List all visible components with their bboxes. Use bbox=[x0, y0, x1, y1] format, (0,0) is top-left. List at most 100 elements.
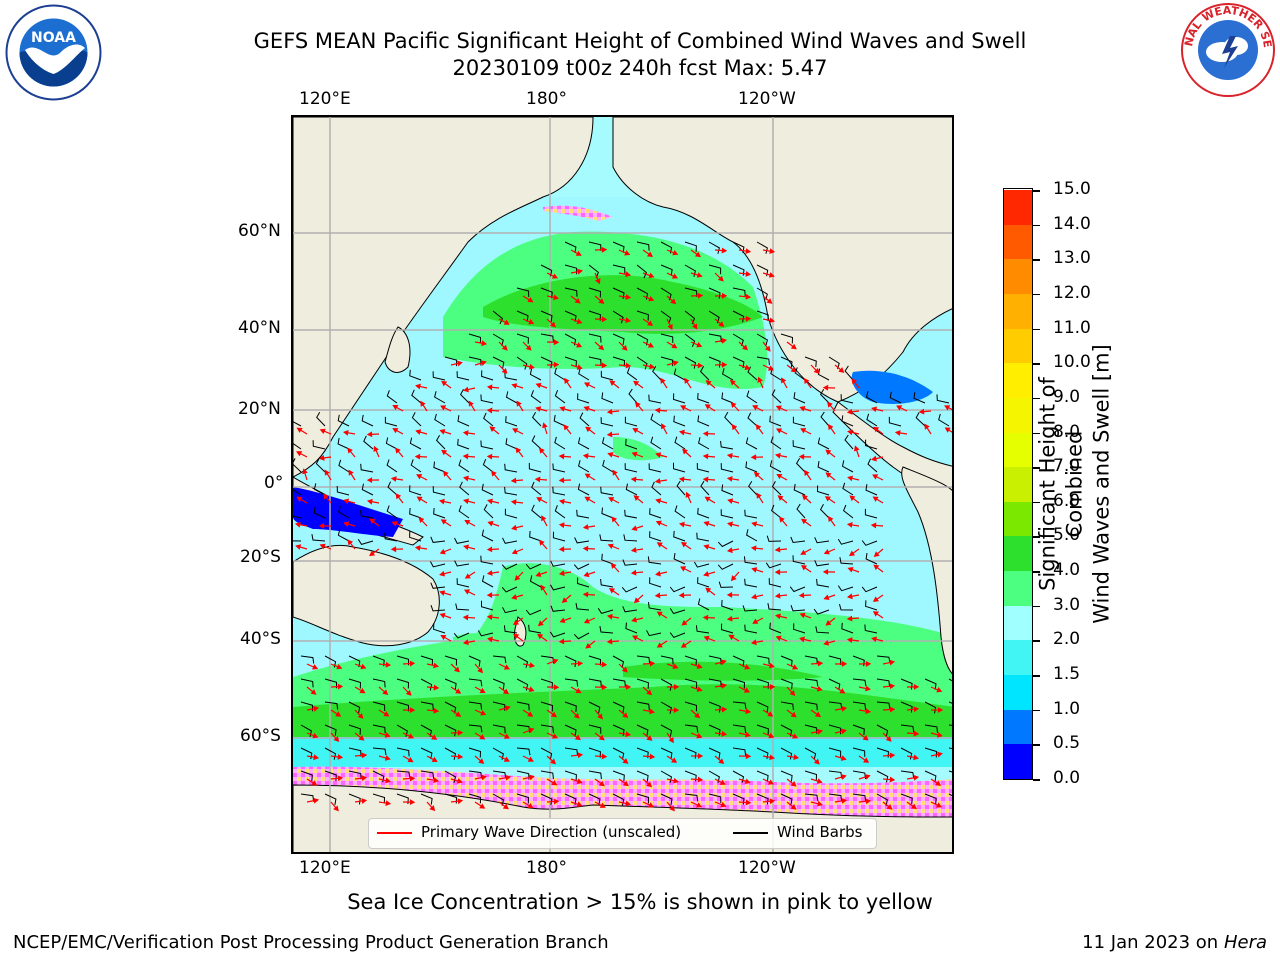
wave-arrow-head bbox=[528, 363, 535, 370]
wind-barb bbox=[816, 485, 830, 496]
wind-barb bbox=[516, 655, 529, 668]
colorbar-tick-label: 0.0 bbox=[1053, 768, 1081, 788]
wind-barb bbox=[564, 655, 577, 668]
wave-arrow-head bbox=[800, 564, 808, 571]
wave-arrow-head bbox=[534, 476, 541, 483]
wave-arrow-head bbox=[574, 734, 581, 741]
wind-barb bbox=[409, 437, 422, 450]
wave-arrow-head bbox=[766, 298, 773, 304]
map-panel[interactable] bbox=[291, 115, 954, 854]
wave-arrow-head bbox=[541, 515, 547, 522]
wave-arrow-head bbox=[631, 616, 638, 623]
wave-arrow-head bbox=[702, 453, 709, 460]
wave-arrow-head bbox=[582, 591, 589, 598]
wind-barb bbox=[468, 701, 483, 710]
wind-barb bbox=[839, 603, 854, 611]
sea-ice-note: Sea Ice Concentration > 15% is shown in … bbox=[347, 890, 933, 914]
wave-arrow-head bbox=[553, 339, 560, 346]
wind-barb bbox=[360, 463, 374, 473]
wave-arrow-head bbox=[333, 805, 339, 812]
wind-barb bbox=[300, 655, 315, 664]
land-asia bbox=[293, 117, 594, 478]
wind-barb bbox=[684, 724, 699, 733]
wave-arrow-head bbox=[312, 664, 319, 670]
wave-arrow-head bbox=[630, 476, 637, 483]
wind-barb bbox=[721, 392, 734, 404]
colorbar-tick-label: 9.0 bbox=[1053, 386, 1081, 407]
wave-arrow-head bbox=[536, 497, 543, 503]
wave-arrow-head bbox=[542, 422, 548, 429]
wave-arrow-head bbox=[841, 705, 848, 712]
wave-arrow-head bbox=[720, 659, 727, 666]
wave-arrow-head bbox=[646, 689, 653, 696]
wind-barb bbox=[732, 333, 744, 347]
wind-barb bbox=[708, 287, 721, 299]
wave-arrow-head bbox=[409, 799, 416, 805]
wave-arrow-head bbox=[648, 272, 655, 279]
wave-arrow-head bbox=[337, 683, 344, 690]
wind-barb bbox=[313, 506, 326, 519]
wind-barb bbox=[793, 483, 806, 496]
wind-barb bbox=[708, 333, 722, 343]
wind-barb bbox=[361, 483, 374, 496]
wave-arrow-head bbox=[595, 278, 601, 285]
wind-barb bbox=[780, 793, 793, 806]
wave-arrow-head bbox=[769, 684, 776, 690]
bottom-lon-label: 120°E bbox=[299, 858, 351, 878]
wave-arrow-head bbox=[390, 476, 397, 482]
svg-text:NOAA: NOAA bbox=[31, 30, 76, 46]
wave-arrow-head bbox=[584, 496, 591, 502]
wave-arrow-head bbox=[793, 754, 800, 760]
wave-arrow-head bbox=[853, 445, 860, 452]
wave-arrow-head bbox=[672, 360, 679, 367]
wave-arrow-head bbox=[337, 775, 344, 782]
wave-arrow-head bbox=[416, 496, 423, 502]
wind-barb bbox=[924, 724, 938, 733]
colorbar-tick bbox=[1033, 536, 1040, 538]
wind-barb bbox=[767, 603, 782, 611]
wind-barb bbox=[841, 460, 854, 473]
wind-barb bbox=[480, 555, 494, 565]
wave-arrow-head bbox=[726, 453, 733, 459]
wave-arrow-head bbox=[720, 801, 727, 808]
wind-barb bbox=[720, 509, 734, 519]
wave-arrow-head bbox=[944, 427, 951, 433]
wind-barb bbox=[550, 560, 566, 567]
wind-barb bbox=[720, 463, 734, 473]
wind-barb bbox=[636, 655, 651, 664]
wind-barb bbox=[564, 770, 577, 781]
wind-barb bbox=[756, 356, 770, 366]
lat-label: 40°S bbox=[240, 629, 281, 649]
wave-arrow-head bbox=[366, 431, 373, 438]
wave-arrow-head bbox=[633, 597, 640, 604]
wave-arrow-head bbox=[527, 711, 534, 717]
wind-barb bbox=[865, 600, 878, 611]
wave-arrow-head bbox=[463, 589, 471, 595]
wave-arrow-head bbox=[935, 780, 942, 786]
wind-barb bbox=[574, 537, 590, 544]
wave-arrow-head bbox=[775, 428, 783, 434]
bottom-lon-label: 120°W bbox=[738, 858, 796, 878]
wave-arrow-head bbox=[574, 297, 581, 304]
wave-arrow-head bbox=[779, 516, 785, 523]
wind-barb bbox=[745, 437, 758, 450]
wave-arrow-head bbox=[656, 542, 663, 548]
wave-arrow-head bbox=[937, 707, 944, 713]
wind-barb bbox=[720, 623, 734, 634]
wave-arrow-head bbox=[696, 663, 703, 669]
wind-barb bbox=[756, 724, 769, 735]
wave-arrow-head bbox=[721, 337, 728, 344]
wind-barb bbox=[505, 416, 518, 427]
wind-barb bbox=[372, 701, 386, 712]
wave-arrow-head bbox=[670, 298, 677, 305]
wave-arrow-head bbox=[395, 493, 402, 500]
wave-arrow-head bbox=[730, 402, 737, 409]
wave-arrow-head bbox=[453, 666, 460, 673]
wind-barb bbox=[626, 367, 638, 381]
wind-barb bbox=[721, 599, 734, 611]
wave-arrow-head bbox=[730, 575, 737, 582]
wave-arrow-head bbox=[420, 400, 426, 407]
wind-barb bbox=[492, 678, 505, 690]
wind-barb bbox=[293, 421, 302, 427]
wind-barb bbox=[612, 310, 624, 324]
